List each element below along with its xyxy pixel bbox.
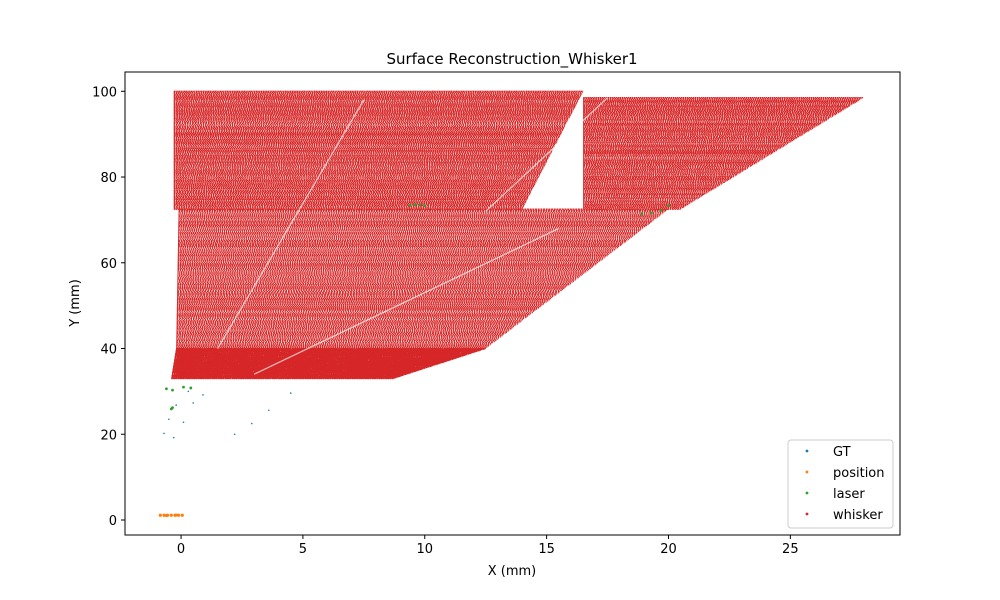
series-position [158,513,184,518]
whisker-texture-gap [485,97,608,212]
y-axis-label: Y (mm) [68,279,83,328]
ticks-layer: 0 5 10 15 20 25 0 20 40 60 80 100 [92,85,798,557]
laser-point [408,203,412,207]
position-point [174,513,178,517]
position-point [180,513,184,517]
gt-point [175,404,177,406]
gt-point [202,394,204,396]
x-tick-label: 0 [177,542,185,557]
laser-point [171,388,174,392]
x-tick-label: 15 [538,542,555,557]
legend-label-whisker: whisker [833,508,883,523]
x-axis-label: X (mm) [488,564,537,579]
laser-point [423,204,427,208]
gt-point [172,436,175,439]
y-tick-label: 100 [92,85,117,100]
laser-point [650,211,653,215]
gt-point [163,432,165,435]
x-tick-label: 5 [299,542,307,557]
x-tick-label: 20 [660,542,677,557]
laser-point [171,406,174,410]
legend-marker-gt [805,449,809,453]
laser-point [640,212,644,216]
laser-point [182,385,185,389]
legend-marker-laser [805,491,809,495]
legend-marker-whisker [805,512,809,516]
gt-point [168,418,170,421]
x-tick-label: 25 [782,542,799,557]
laser-point [659,209,663,212]
x-tick-label: 10 [416,542,433,557]
legend: GT position laser whisker [787,439,894,529]
position-point [169,513,173,517]
plot-frame [124,71,901,536]
position-point [177,513,181,517]
laser-point [189,386,193,390]
laser-point [418,203,422,207]
series-gt [163,390,292,439]
position-point [164,513,169,518]
gt-point [192,402,195,404]
whisker-texture-gap [217,99,365,349]
legend-marker-position [805,470,809,474]
series-whisker [171,90,864,380]
whisker-texture-gap [253,227,560,375]
legend-label-gt: GT [833,445,851,460]
plot-layer [158,90,864,518]
gt-point [233,433,236,436]
laser-point [413,203,417,206]
laser-point [667,203,670,207]
legend-box [787,439,894,529]
y-tick-label: 80 [100,171,117,186]
laser-point [165,387,168,391]
gt-point [267,409,270,412]
position-point [158,513,162,517]
legend-label-position: position [833,466,885,481]
gt-point [250,422,253,425]
gt-point [289,392,292,394]
legend-label-laser: laser [833,487,865,502]
chart-title: Surface Reconstruction_Whisker1 [386,50,637,69]
gt-point [187,390,190,393]
y-tick-label: 40 [100,343,117,358]
y-tick-label: 0 [109,514,117,529]
position-point [162,513,166,517]
series-laser [165,203,670,411]
y-tick-label: 60 [100,257,117,272]
gt-point [182,421,185,424]
y-tick-label: 20 [100,428,117,443]
